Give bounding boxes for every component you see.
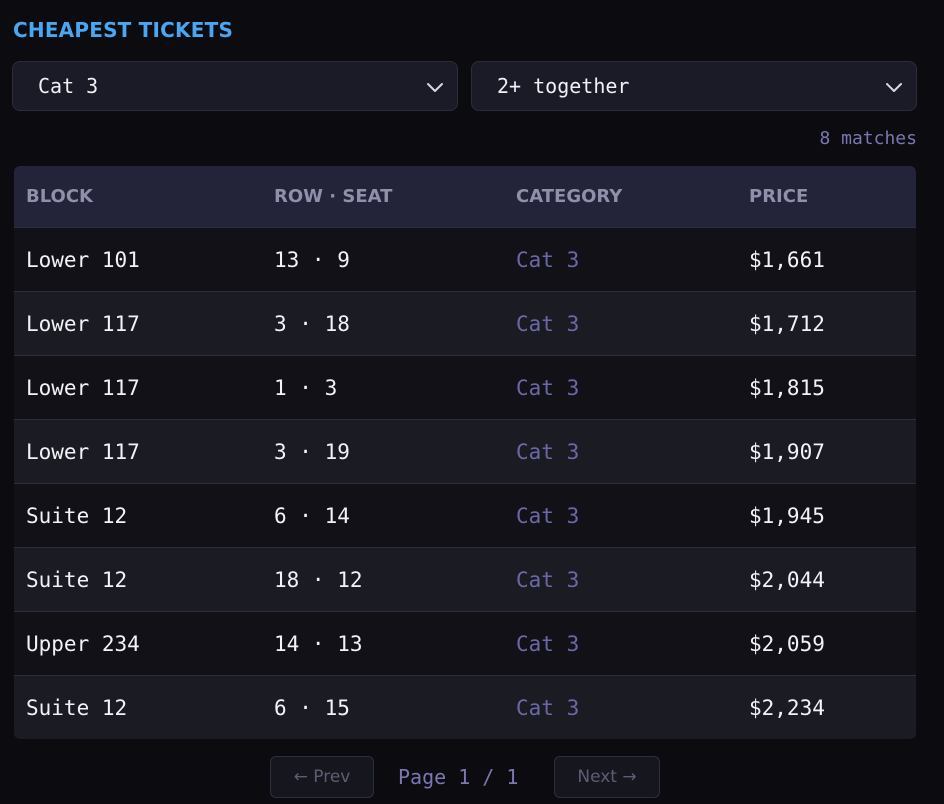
- cell-block: Lower 117: [26, 439, 140, 464]
- table-row[interactable]: Lower 117 1 · 3 Cat 3 $1,815: [14, 355, 916, 419]
- cell-row-seat: 13 · 9: [274, 247, 350, 272]
- cell-price: $1,907: [749, 439, 825, 464]
- match-count: 8 matches: [819, 128, 917, 149]
- cell-price: $2,059: [749, 631, 825, 656]
- next-page-button[interactable]: Next →: [554, 756, 660, 798]
- cell-category: Cat 3: [516, 567, 580, 592]
- tickets-table: BLOCK ROW · SEAT CATEGORY PRICE Lower 10…: [14, 166, 916, 739]
- table-row[interactable]: Lower 101 13 · 9 Cat 3 $1,661: [14, 227, 916, 291]
- cell-block: Suite 12: [26, 503, 128, 528]
- table-row[interactable]: Lower 117 3 · 19 Cat 3 $1,907: [14, 419, 916, 483]
- cell-block: Lower 117: [26, 311, 140, 336]
- prev-page-button[interactable]: ← Prev: [270, 756, 374, 798]
- cell-price: $2,044: [749, 567, 825, 592]
- column-header-block: BLOCK: [26, 186, 94, 207]
- cell-row-seat: 14 · 13: [274, 631, 363, 656]
- quantity-select[interactable]: 2+ together: [471, 61, 917, 111]
- cell-block: Suite 12: [26, 567, 128, 592]
- column-header-category: CATEGORY: [516, 186, 623, 207]
- cell-category: Cat 3: [516, 375, 580, 400]
- cell-row-seat: 6 · 15: [274, 695, 350, 720]
- cell-category: Cat 3: [516, 439, 580, 464]
- cell-row-seat: 1 · 3: [274, 375, 338, 400]
- cell-block: Lower 117: [26, 375, 140, 400]
- table-row[interactable]: Suite 12 18 · 12 Cat 3 $2,044: [14, 547, 916, 611]
- table-row[interactable]: Suite 12 6 · 14 Cat 3 $1,945: [14, 483, 916, 547]
- column-header-price: PRICE: [749, 186, 809, 207]
- cell-price: $2,234: [749, 695, 825, 720]
- pagination: ← Prev Page 1 / 1 Next →: [0, 756, 944, 798]
- cell-row-seat: 3 · 18: [274, 311, 350, 336]
- chevron-down-icon: [886, 83, 902, 92]
- cell-category: Cat 3: [516, 631, 580, 656]
- page-indicator: Page 1 / 1: [398, 765, 519, 789]
- cell-category: Cat 3: [516, 311, 580, 336]
- cell-price: $1,815: [749, 375, 825, 400]
- category-select-value: Cat 3: [38, 74, 99, 98]
- cell-category: Cat 3: [516, 695, 580, 720]
- cell-row-seat: 6 · 14: [274, 503, 350, 528]
- cell-price: $1,661: [749, 247, 825, 272]
- table-row[interactable]: Suite 12 6 · 15 Cat 3 $2,234: [14, 675, 916, 739]
- chevron-down-icon: [427, 83, 443, 92]
- category-select[interactable]: Cat 3: [12, 61, 458, 111]
- cell-category: Cat 3: [516, 247, 580, 272]
- table-row[interactable]: Lower 117 3 · 18 Cat 3 $1,712: [14, 291, 916, 355]
- cell-category: Cat 3: [516, 503, 580, 528]
- page-title: CHEAPEST TICKETS: [13, 18, 234, 42]
- cell-row-seat: 3 · 19: [274, 439, 350, 464]
- table-row[interactable]: Upper 234 14 · 13 Cat 3 $2,059: [14, 611, 916, 675]
- cell-block: Suite 12: [26, 695, 128, 720]
- cell-price: $1,945: [749, 503, 825, 528]
- cell-block: Upper 234: [26, 631, 140, 656]
- table-header: BLOCK ROW · SEAT CATEGORY PRICE: [14, 166, 916, 227]
- cell-price: $1,712: [749, 311, 825, 336]
- cell-block: Lower 101: [26, 247, 140, 272]
- quantity-select-value: 2+ together: [497, 74, 630, 98]
- cell-row-seat: 18 · 12: [274, 567, 363, 592]
- column-header-row-seat: ROW · SEAT: [274, 186, 393, 207]
